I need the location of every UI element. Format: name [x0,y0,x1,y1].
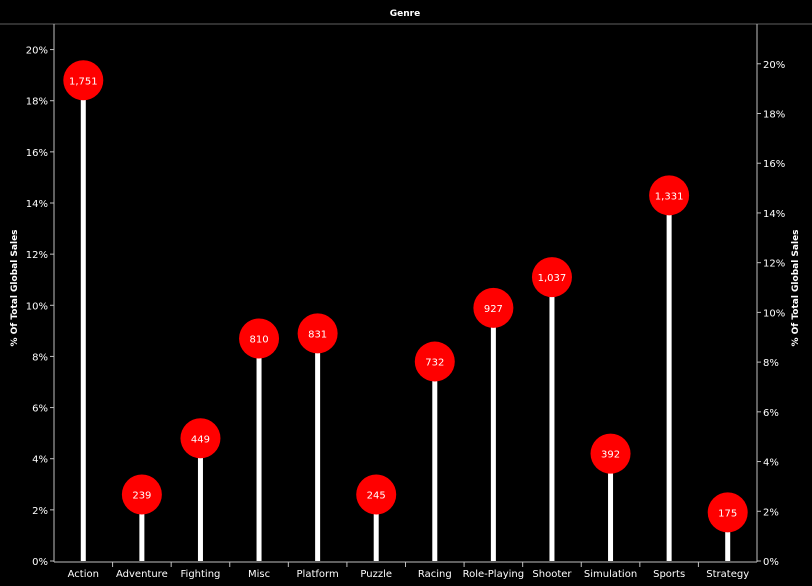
category-label: Shooter [532,569,572,580]
category-label: Strategy [706,569,749,580]
right-tick-label: 0% [763,557,779,568]
category-label: Puzzle [360,569,392,580]
left-tick-label: 12% [26,250,48,261]
right-tick-label: 20% [763,60,785,71]
right-tick-label: 18% [763,110,785,121]
left-tick-label: 4% [32,455,48,466]
lollipop-point [297,313,338,354]
lollipop-point [649,175,690,216]
data-label: 392 [601,450,620,461]
category-label: Simulation [584,569,637,580]
lollipop-point [121,474,162,515]
right-tick-label: 6% [763,408,779,419]
lollipop-point [414,341,455,382]
data-label: 927 [484,304,503,315]
lollipop-stem [432,361,438,561]
category-label: Action [68,569,99,580]
lollipop-point [473,287,514,328]
data-label: 831 [308,329,327,340]
chart-header: Genre [390,9,420,19]
right-tick-label: 4% [763,458,779,469]
right-axis-title: % Of Total Global Sales [791,229,801,346]
lollipop-point [590,433,631,474]
right-tick-label: 8% [763,358,779,369]
lollipop-stem [197,438,203,561]
lollipop-point [531,257,572,298]
category-label: Misc [248,569,270,580]
lollipop-stem [315,333,321,561]
data-label: 449 [191,434,210,445]
left-tick-label: 6% [32,404,48,415]
category-label: Fighting [181,569,221,580]
lollipop-stem [139,494,145,561]
lollipop-point [707,492,748,533]
left-tick-label: 2% [32,506,48,517]
right-tick-label: 16% [763,159,785,170]
data-label: 1,037 [538,273,567,284]
right-tick-label: 14% [763,209,785,220]
labels: 1,751 Action 239 Adventure 449 Fighting 810 Mis… [68,76,750,580]
data-label: 1,331 [655,191,684,202]
axes: 0% 2% 4% 6% 8% 10% 12% 14% 16% 18% 20% 0% 2% 4% 6% 8% 10… [0,23,812,568]
lollipop-stem [256,338,262,561]
left-tick-label: 20% [26,46,48,57]
right-tick-label: 12% [763,259,785,270]
data-label: 239 [132,491,151,502]
lollipop-stem [666,195,672,562]
category-label: Platform [297,569,339,580]
lollipop-stem [80,80,86,561]
left-tick-label: 18% [26,97,48,108]
right-tick-label: 2% [763,507,779,518]
category-label: Role-Playing [463,569,524,580]
data-label: 732 [425,358,444,369]
lollipop-stem [373,494,379,561]
lollipop-point [180,418,221,459]
points [63,60,748,533]
left-tick-label: 0% [32,557,48,568]
lollipop-point [356,474,397,515]
lollipop-point [239,318,280,359]
left-axis-title: % Of Total Global Sales [10,229,20,346]
left-tick-label: 14% [26,199,48,210]
data-label: 1,751 [69,76,98,87]
left-tick-label: 8% [32,352,48,363]
category-label: Adventure [116,569,168,580]
data-label: 810 [249,335,268,346]
lollipop-stem [490,307,496,561]
lollipop-point [63,60,104,101]
lollipop-stem [608,453,614,561]
left-tick-label: 10% [26,301,48,312]
category-label: Sports [653,569,685,580]
left-tick-label: 16% [26,148,48,159]
stems [80,80,731,562]
right-tick-label: 10% [763,308,785,319]
data-label: 245 [367,491,386,502]
lollipop-stem [725,512,731,561]
data-label: 175 [718,508,737,519]
category-label: Racing [418,569,452,580]
lollipop-stem [549,277,555,561]
